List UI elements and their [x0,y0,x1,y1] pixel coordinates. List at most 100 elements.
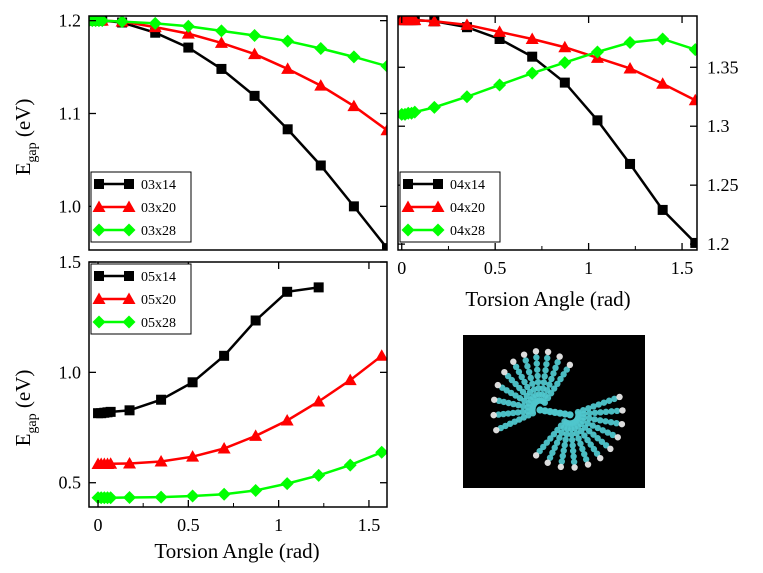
y-axis-label: Egap (eV) [11,99,40,176]
data-point-04x28 [688,43,697,57]
atom [575,435,582,442]
atom [557,463,565,471]
atom [501,368,508,376]
atom [602,408,610,416]
legend-marker-05x20 [92,292,106,304]
data-point-03x14 [249,90,260,101]
data-point-03x14 [315,160,326,171]
atom [579,445,586,453]
y-tick-label: 1.5 [59,252,82,272]
legend: 05x14 05x20 05x28 [90,263,192,335]
atom [616,393,623,401]
legend-marker-05x28 [92,315,106,329]
series-line-04x28 [401,37,696,116]
atom [607,445,614,453]
atom [519,403,527,410]
data-point-04x20 [525,32,539,44]
data-point-05x20 [343,373,357,386]
atom [562,436,569,443]
atom [550,431,558,438]
data-point-05x28 [343,458,357,472]
atom [569,442,576,449]
legend-label-05x28: 05x28 [141,316,176,331]
y-tick-label: 1.0 [59,362,82,382]
data-point-05x14 [219,350,230,361]
legend-label-03x28: 03x28 [141,224,176,239]
atom [491,396,498,403]
data-point-04x28 [427,100,441,114]
atom [570,453,577,460]
plot-area [91,282,387,505]
data-point-04x14 [690,237,697,248]
data-point-05x28 [375,445,387,459]
series-line-05x28 [98,451,383,499]
atom [605,397,613,404]
data-point-05x14 [313,282,324,293]
legend-marker-03x28 [92,223,106,237]
atom [570,458,578,466]
atom [590,403,597,410]
atom [597,454,604,462]
atom [594,424,601,432]
atom [586,427,593,435]
atom [586,410,593,417]
atom [559,452,566,460]
x-tick-label: 1.5 [358,515,381,535]
atom [563,366,570,373]
data-point-05x28 [312,468,326,482]
atom [596,417,604,424]
data-point-05x20 [186,450,200,462]
y-axis-label-main: E [11,434,35,447]
atom [566,361,574,369]
atom [509,409,517,417]
data-point-04x20 [656,77,670,89]
data-point-03x28 [248,29,262,42]
nanoribbon-inset-image [463,335,645,488]
atom [591,416,598,423]
y-tick-label: 1.1 [59,104,82,124]
atom [524,363,531,370]
atom [515,368,523,376]
atom [557,375,564,383]
atom [554,426,561,434]
atom [593,450,601,457]
data-point-04x28 [493,78,507,92]
legend-marker-04x28 [401,223,415,237]
atom [594,435,601,442]
data-point-03x14 [282,124,293,135]
atom [536,447,543,455]
atom [598,438,606,445]
y-axis-label-unit: (eV) [11,99,35,143]
data-point-04x28 [408,105,422,119]
y-axis-label-sub: gap [25,142,40,162]
atom [510,400,517,408]
atom [589,422,596,429]
data-point-05x28 [186,489,200,503]
plot-frame [88,261,388,508]
atom [512,363,520,371]
data-point-05x28 [123,491,137,505]
data-point-05x14 [156,394,167,405]
atom [533,360,540,367]
atom [599,427,606,434]
atom [541,373,548,380]
atom [548,375,555,383]
atom [604,429,611,436]
atom [534,366,541,373]
atom [573,430,580,437]
plot-frame [397,15,698,251]
data-point-03x28 [380,59,387,73]
data-point-04x20 [688,93,697,106]
data-point-04x28 [558,56,572,70]
data-point-04x14 [559,77,570,88]
legend: 03x14 03x20 03x28 [90,171,192,243]
data-point-04x14 [657,204,668,215]
atom [544,459,551,466]
atom [541,399,549,406]
x-tick-label: 0 [94,515,103,535]
data-point-04x20 [493,25,507,37]
data-point-05x14 [250,315,261,326]
data-point-05x20 [123,457,137,469]
atom [577,440,584,447]
data-point-05x20 [249,429,263,441]
